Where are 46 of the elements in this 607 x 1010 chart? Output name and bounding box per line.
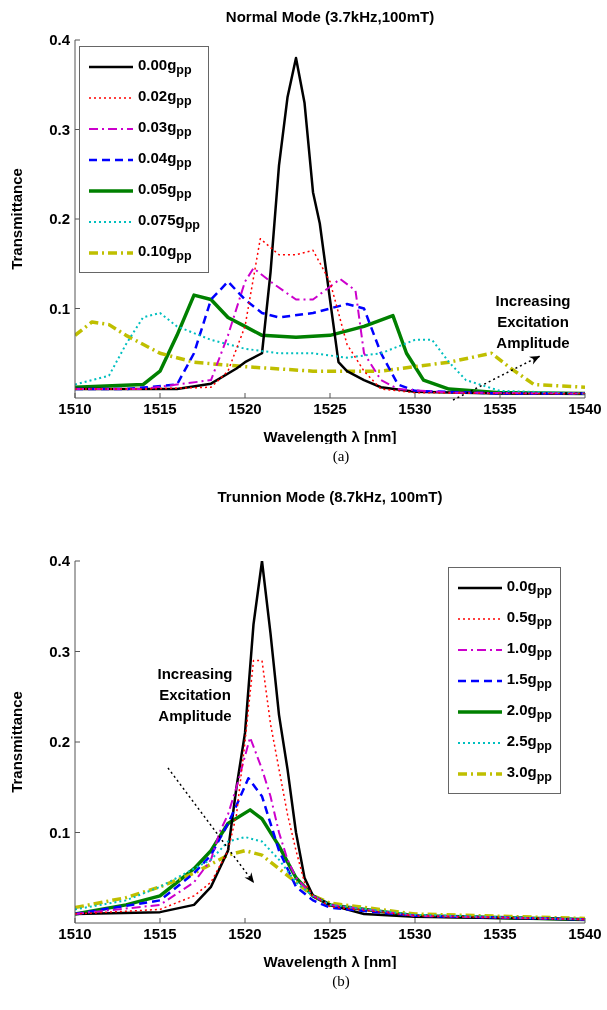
legend-label: 2.5g$_{pp}$ xyxy=(506,732,552,753)
legend-label: 1.0g$_{pp}$ xyxy=(506,639,552,660)
annotation: Increasing Excitation Amplitude xyxy=(156,664,234,726)
legend-label: 0.04g$_{pp}$ xyxy=(138,149,192,170)
chart-title: Trunnion Mode (8.7kHz, 100mT) xyxy=(216,488,444,505)
y-tick-label: 0.4 xyxy=(49,552,71,570)
y-tick-label: 0.3 xyxy=(49,120,70,138)
legend-label: 0.10g$_{pp}$ xyxy=(138,242,192,263)
y-axis-title: Transmittance xyxy=(8,168,26,270)
x-tick-label: 1535 xyxy=(483,924,517,942)
x-tick-label: 1540 xyxy=(568,924,602,942)
text: (b) xyxy=(331,972,351,991)
legend-label: 0.075g$_{pp}$ xyxy=(138,211,200,232)
x-tick-label: 1520 xyxy=(228,924,262,942)
legend-label: 0.00g$_{pp}$ xyxy=(138,56,192,77)
annotation: Increasing Excitation Amplitude xyxy=(494,291,572,353)
legend-label: 0.0g$_{pp}$ xyxy=(506,577,552,598)
legend-label: 0.05g$_{pp}$ xyxy=(138,180,192,201)
legend-label: 2.0g$_{pp}$ xyxy=(506,701,552,722)
y-tick-label: 0.1 xyxy=(49,823,70,841)
x-tick-label: 1510 xyxy=(58,399,92,417)
x-tick-label: 1510 xyxy=(58,924,92,942)
y-tick-label: 0.2 xyxy=(49,210,70,228)
x-tick-label: 1515 xyxy=(143,924,177,942)
x-tick-label: 1520 xyxy=(228,399,262,417)
text: (a) xyxy=(331,447,351,466)
legend-label: 3.0g$_{pp}$ xyxy=(506,763,552,784)
y-tick-label: 0.4 xyxy=(49,31,71,49)
x-tick-label: 1515 xyxy=(143,399,177,417)
x-tick-label: 1530 xyxy=(398,924,432,942)
x-tick-label: 1525 xyxy=(313,399,347,417)
legend-label: 0.5g$_{pp}$ xyxy=(506,608,552,629)
legend-label: 0.02g$_{pp}$ xyxy=(138,87,192,108)
chart-title: Normal Mode (3.7kHz,100mT) xyxy=(224,8,436,25)
x-tick-label: 1540 xyxy=(568,399,602,417)
y-tick-label: 0.2 xyxy=(49,733,70,751)
line-series xyxy=(75,237,585,395)
line-series xyxy=(75,311,585,395)
legend-label: 0.03g$_{pp}$ xyxy=(138,118,192,139)
legend-label: 1.5g$_{pp}$ xyxy=(506,670,552,691)
y-tick-label: 0.1 xyxy=(49,299,70,317)
y-tick-label: 0.3 xyxy=(49,642,70,660)
x-tick-label: 1525 xyxy=(313,924,347,942)
x-tick-label: 1530 xyxy=(398,399,432,417)
y-axis-title: Transmittance xyxy=(8,691,26,793)
x-tick-label: 1535 xyxy=(483,399,517,417)
